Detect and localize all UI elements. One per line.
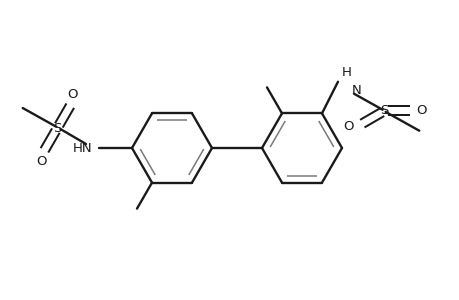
Text: O: O <box>67 88 78 101</box>
Text: HN: HN <box>72 142 92 154</box>
Text: O: O <box>415 104 425 117</box>
Text: O: O <box>342 120 353 133</box>
Text: H: H <box>341 66 351 79</box>
Text: S: S <box>380 104 388 117</box>
Text: N: N <box>351 84 361 97</box>
Text: S: S <box>53 122 62 134</box>
Text: O: O <box>36 155 47 168</box>
